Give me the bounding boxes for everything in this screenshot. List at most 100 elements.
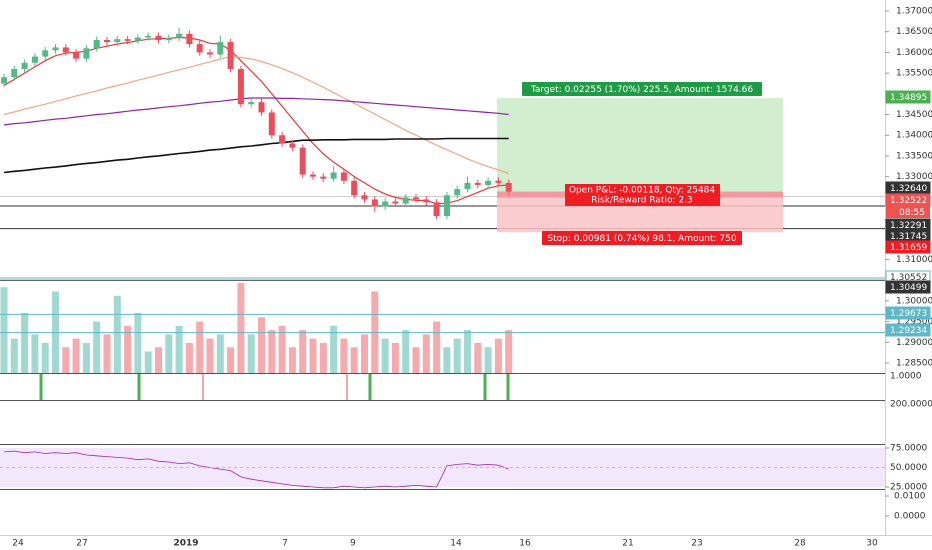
candle-body xyxy=(485,180,492,185)
y-tick-label: 1.31000 xyxy=(896,255,932,265)
volume-bar xyxy=(299,330,307,373)
x-tick-label: 14 xyxy=(450,539,462,549)
volume-bar xyxy=(258,317,265,373)
position-label: Open P&L: -0.00118, Qty: 25484 xyxy=(569,186,716,196)
candle-body xyxy=(104,39,110,43)
volume-bar xyxy=(464,330,471,373)
volume-bar xyxy=(381,338,389,373)
price-badge xyxy=(885,90,931,104)
candle-body xyxy=(21,62,28,69)
y-tick-label: 1.29500 xyxy=(896,317,932,327)
candle-body xyxy=(402,197,409,204)
x-tick-label: 27 xyxy=(76,539,87,549)
volume-bar xyxy=(484,347,492,373)
price-badge-label: 1.31745 xyxy=(890,232,927,242)
volume-bar xyxy=(443,347,451,373)
price-badge-label: 1.31659 xyxy=(890,243,927,253)
volume-bar xyxy=(412,347,420,373)
volume-bar xyxy=(391,342,399,373)
volume-bar xyxy=(196,321,204,373)
volume-bar xyxy=(206,338,214,373)
volume-bar xyxy=(72,338,80,373)
volume-bar xyxy=(185,342,193,373)
candle-body xyxy=(83,48,90,59)
volume-bar xyxy=(134,312,142,373)
candle-body xyxy=(258,102,265,113)
y-tick-label: 1.35500 xyxy=(896,69,932,79)
x-tick-label: 24 xyxy=(12,539,24,549)
rsi-line xyxy=(3,450,509,489)
signal-pane xyxy=(39,374,510,400)
candle-body xyxy=(443,195,450,216)
candle-body xyxy=(495,180,502,183)
volume-bar xyxy=(278,325,286,373)
candle-body xyxy=(124,39,131,41)
volume-bar xyxy=(0,287,8,373)
volume-bar xyxy=(41,342,49,373)
candle-body xyxy=(474,182,481,185)
volume-bar xyxy=(93,321,101,373)
volume-bar xyxy=(10,338,18,373)
label-bg xyxy=(522,82,762,96)
volume-bar xyxy=(505,330,513,373)
candle-body xyxy=(73,52,80,59)
price-badge-label: 1.34895 xyxy=(890,93,927,103)
y-tick-label: 1.33500 xyxy=(896,151,932,161)
candle-body xyxy=(268,112,275,136)
volume-bar xyxy=(124,325,132,373)
candle-body xyxy=(1,77,7,84)
volume-bar xyxy=(361,334,368,373)
x-tick-label: 16 xyxy=(519,539,531,549)
price-badge-label: 1.30552 xyxy=(890,273,927,283)
candle-body xyxy=(371,199,378,207)
position-label: Target: 0.02255 (1.70%) 225.5, Amount: 1… xyxy=(530,85,754,95)
candle-body xyxy=(340,172,347,181)
volume-bar xyxy=(309,338,317,373)
x-tick-label: 30 xyxy=(866,539,878,549)
x-tick-label: 23 xyxy=(691,539,702,549)
candle-body xyxy=(186,33,193,45)
rsi-tick-label: 75.0000 xyxy=(890,444,927,454)
candle-body xyxy=(351,180,358,196)
price-badge-label: 1.32291 xyxy=(890,221,927,231)
candle-body xyxy=(196,44,203,53)
price-badge xyxy=(885,323,931,337)
volume-bar xyxy=(433,321,441,373)
candle-body xyxy=(505,182,512,192)
candle-body xyxy=(382,201,389,207)
osc-tick-label: 0.0100 xyxy=(894,492,926,502)
candle-body xyxy=(217,42,224,55)
x-tick-label: 2019 xyxy=(173,539,198,549)
candle-body xyxy=(42,50,49,57)
y-tick-label: 1.30000 xyxy=(896,296,932,306)
candle-body xyxy=(320,176,327,179)
candle-body xyxy=(330,172,337,179)
candle-body xyxy=(207,52,213,55)
rsi-band xyxy=(0,448,885,487)
price-badge-label: 1.32640 xyxy=(890,184,927,194)
countdown-label: 08:55 xyxy=(899,208,925,218)
moving-average xyxy=(3,137,509,174)
volume-bar xyxy=(62,347,70,373)
signal-label: 1.0000 xyxy=(890,372,922,382)
volume-bar xyxy=(216,334,224,373)
x-tick-label: 28 xyxy=(794,539,806,549)
candle-body xyxy=(464,182,471,190)
candle-body xyxy=(52,47,59,51)
y-tick-label: 1.37000 xyxy=(896,7,932,17)
volume-bar xyxy=(474,342,482,373)
candle-body xyxy=(155,35,162,40)
volume-bar xyxy=(350,347,358,373)
volume-bar xyxy=(247,334,255,373)
y-tick-label: 1.33000 xyxy=(896,172,932,182)
volume-bar xyxy=(319,342,327,373)
y-tick-label: 1.34500 xyxy=(896,110,932,120)
candle-body xyxy=(31,56,38,63)
candle-body xyxy=(413,197,419,200)
label-bg xyxy=(565,184,720,206)
volume-bar xyxy=(237,282,245,373)
price-badge-label: 1.29234 xyxy=(890,326,927,336)
candle-body xyxy=(114,39,121,43)
volume-bar xyxy=(144,351,152,373)
volume-bar xyxy=(21,312,29,373)
